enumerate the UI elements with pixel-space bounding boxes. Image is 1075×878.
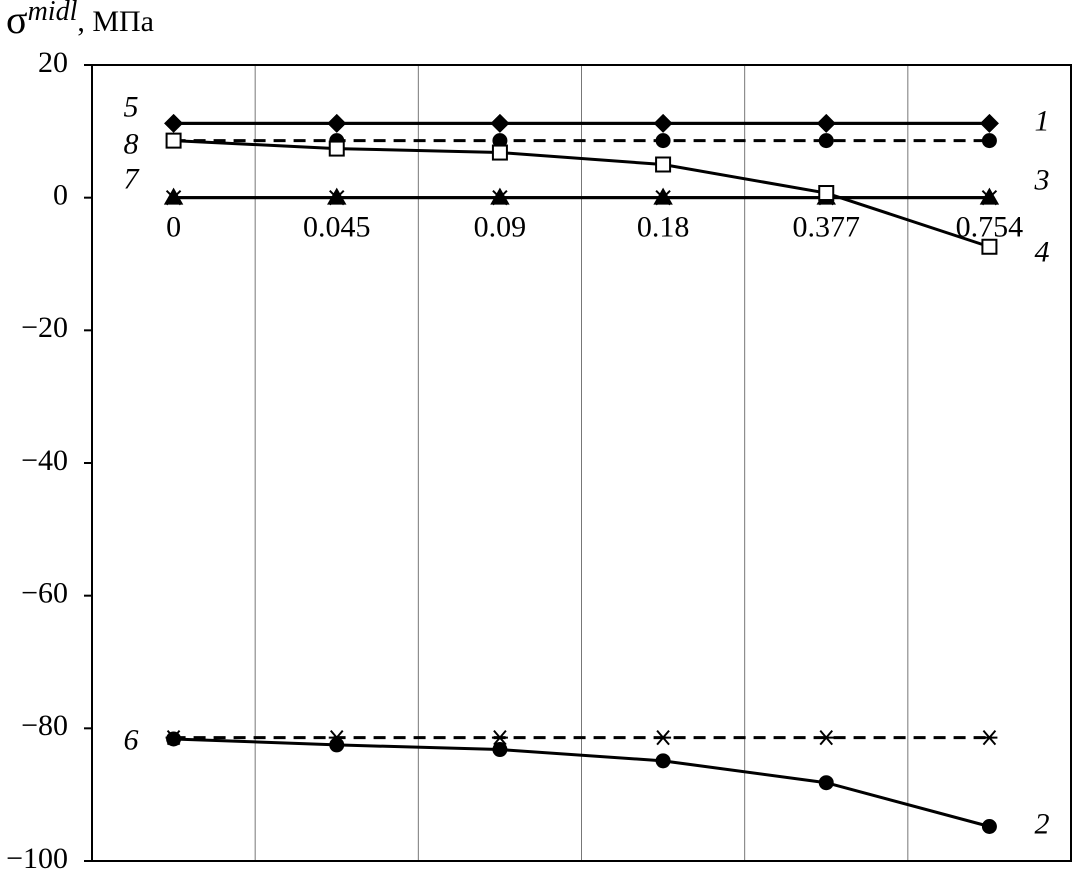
legend-label: 8 [124, 128, 139, 161]
marker [492, 742, 508, 758]
y-label-superscript: midl [28, 0, 78, 27]
marker [655, 156, 672, 173]
marker [655, 753, 671, 769]
legend-label: 1 [1035, 104, 1050, 137]
y-tick-label: −20 [21, 311, 68, 344]
marker [653, 113, 673, 133]
marker [329, 737, 345, 753]
y-tick-label: −80 [21, 709, 68, 742]
marker [165, 132, 182, 149]
marker [979, 187, 1000, 205]
y-tick-label: −100 [6, 842, 68, 873]
marker [490, 113, 510, 133]
y-label-symbol: σ [6, 0, 28, 42]
y-axis-label: σmidl, МПа [6, 0, 154, 42]
y-tick-label: −60 [21, 577, 68, 610]
x-tick-label: 0 [166, 211, 181, 244]
series-line [173, 139, 990, 249]
marker [491, 144, 508, 161]
x-tick-label: 0.09 [474, 211, 527, 244]
marker [816, 113, 836, 133]
legend-label: 3 [1034, 164, 1050, 197]
marker [163, 187, 184, 205]
x-tick-label: 0.18 [637, 211, 690, 244]
legend-label: 4 [1035, 236, 1050, 269]
marker [328, 140, 345, 157]
y-label-unit: , МПа [77, 5, 154, 38]
marker [818, 185, 835, 202]
legend-label: 5 [124, 90, 139, 123]
marker [818, 775, 834, 791]
y-tick-label: −40 [21, 444, 68, 477]
marker [327, 113, 347, 133]
marker [981, 133, 997, 149]
legend-label: 7 [124, 163, 141, 196]
marker [818, 133, 834, 149]
legend-label: 6 [124, 724, 139, 757]
legend-label: 2 [1035, 807, 1050, 840]
marker [981, 238, 998, 255]
series-line [173, 737, 990, 828]
y-tick-label: 20 [38, 46, 68, 79]
marker [491, 729, 508, 746]
marker [490, 187, 510, 205]
marker [166, 731, 182, 747]
marker [655, 133, 671, 149]
marker [980, 113, 999, 133]
marker [981, 819, 997, 835]
x-tick-label: 0.377 [793, 211, 861, 244]
marker [164, 113, 183, 133]
marker [327, 187, 347, 205]
marker [653, 187, 673, 205]
x-tick-label: 0.045 [303, 211, 371, 244]
y-tick-label: 0 [53, 179, 68, 212]
marker [981, 729, 998, 746]
marker [655, 729, 672, 746]
marker [818, 729, 835, 746]
